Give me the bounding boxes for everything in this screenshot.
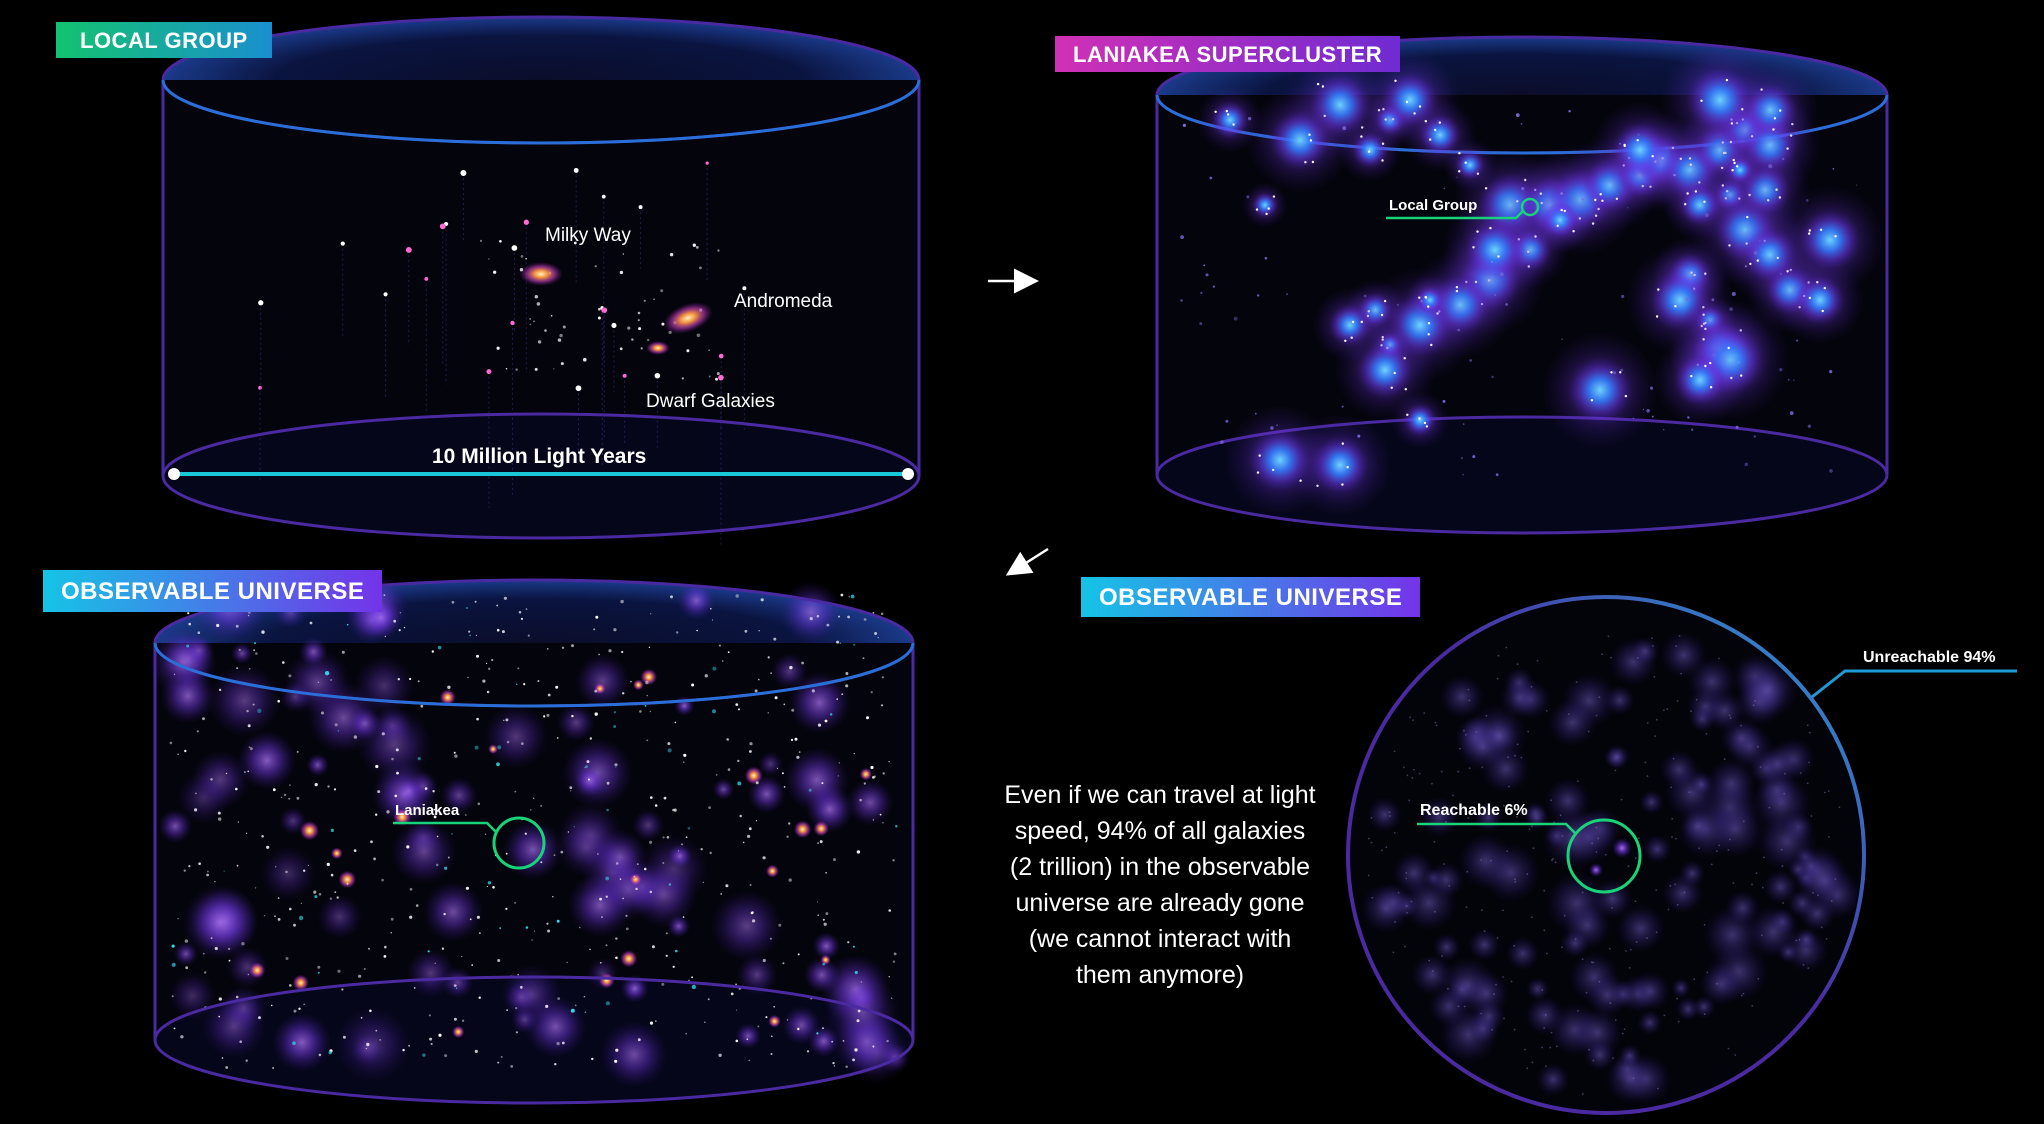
- milky-way-label: Milky Way: [545, 225, 631, 246]
- local-group-title: LOCAL GROUP: [56, 22, 272, 58]
- unreachable-label: Unreachable 94%: [1863, 649, 1996, 666]
- explanation-caption: Even if we can travel at light speed, 94…: [1004, 781, 1316, 989]
- observable-universe-sphere-title: OBSERVABLE UNIVERSE: [1081, 577, 1421, 617]
- local-group-label: Local Group: [1389, 197, 1478, 214]
- andromeda-galaxy: [646, 302, 713, 355]
- laniakea-title: LANIAKEA SUPERCLUSTER: [1055, 36, 1401, 72]
- laniakea-callout: [393, 816, 546, 870]
- andromeda-label: Andromeda: [734, 291, 833, 312]
- reachable-callout: [1417, 818, 1642, 894]
- local-group-stars: [258, 161, 747, 545]
- local-group-callout: [1386, 197, 1540, 220]
- scale-bar: [168, 468, 914, 480]
- reachable-label: Reachable 6%: [1420, 802, 1528, 819]
- arrow-down-left-icon: [1005, 547, 1049, 576]
- cosmic-web: [148, 567, 911, 1088]
- milky-way-galaxy: [519, 262, 563, 286]
- laniakea-filaments: [1180, 39, 1885, 517]
- unreachable-callout: [1811, 669, 2017, 699]
- laniakea-label: Laniakea: [395, 802, 460, 819]
- dwarf-galaxies-label: Dwarf Galaxies: [646, 391, 775, 412]
- observable-universe-title: OBSERVABLE UNIVERSE: [43, 570, 383, 612]
- scale-bar-label: 10 Million Light Years: [432, 445, 647, 468]
- sphere-outline: [1346, 595, 1866, 1115]
- observable-cylinder-outline: [153, 578, 915, 1105]
